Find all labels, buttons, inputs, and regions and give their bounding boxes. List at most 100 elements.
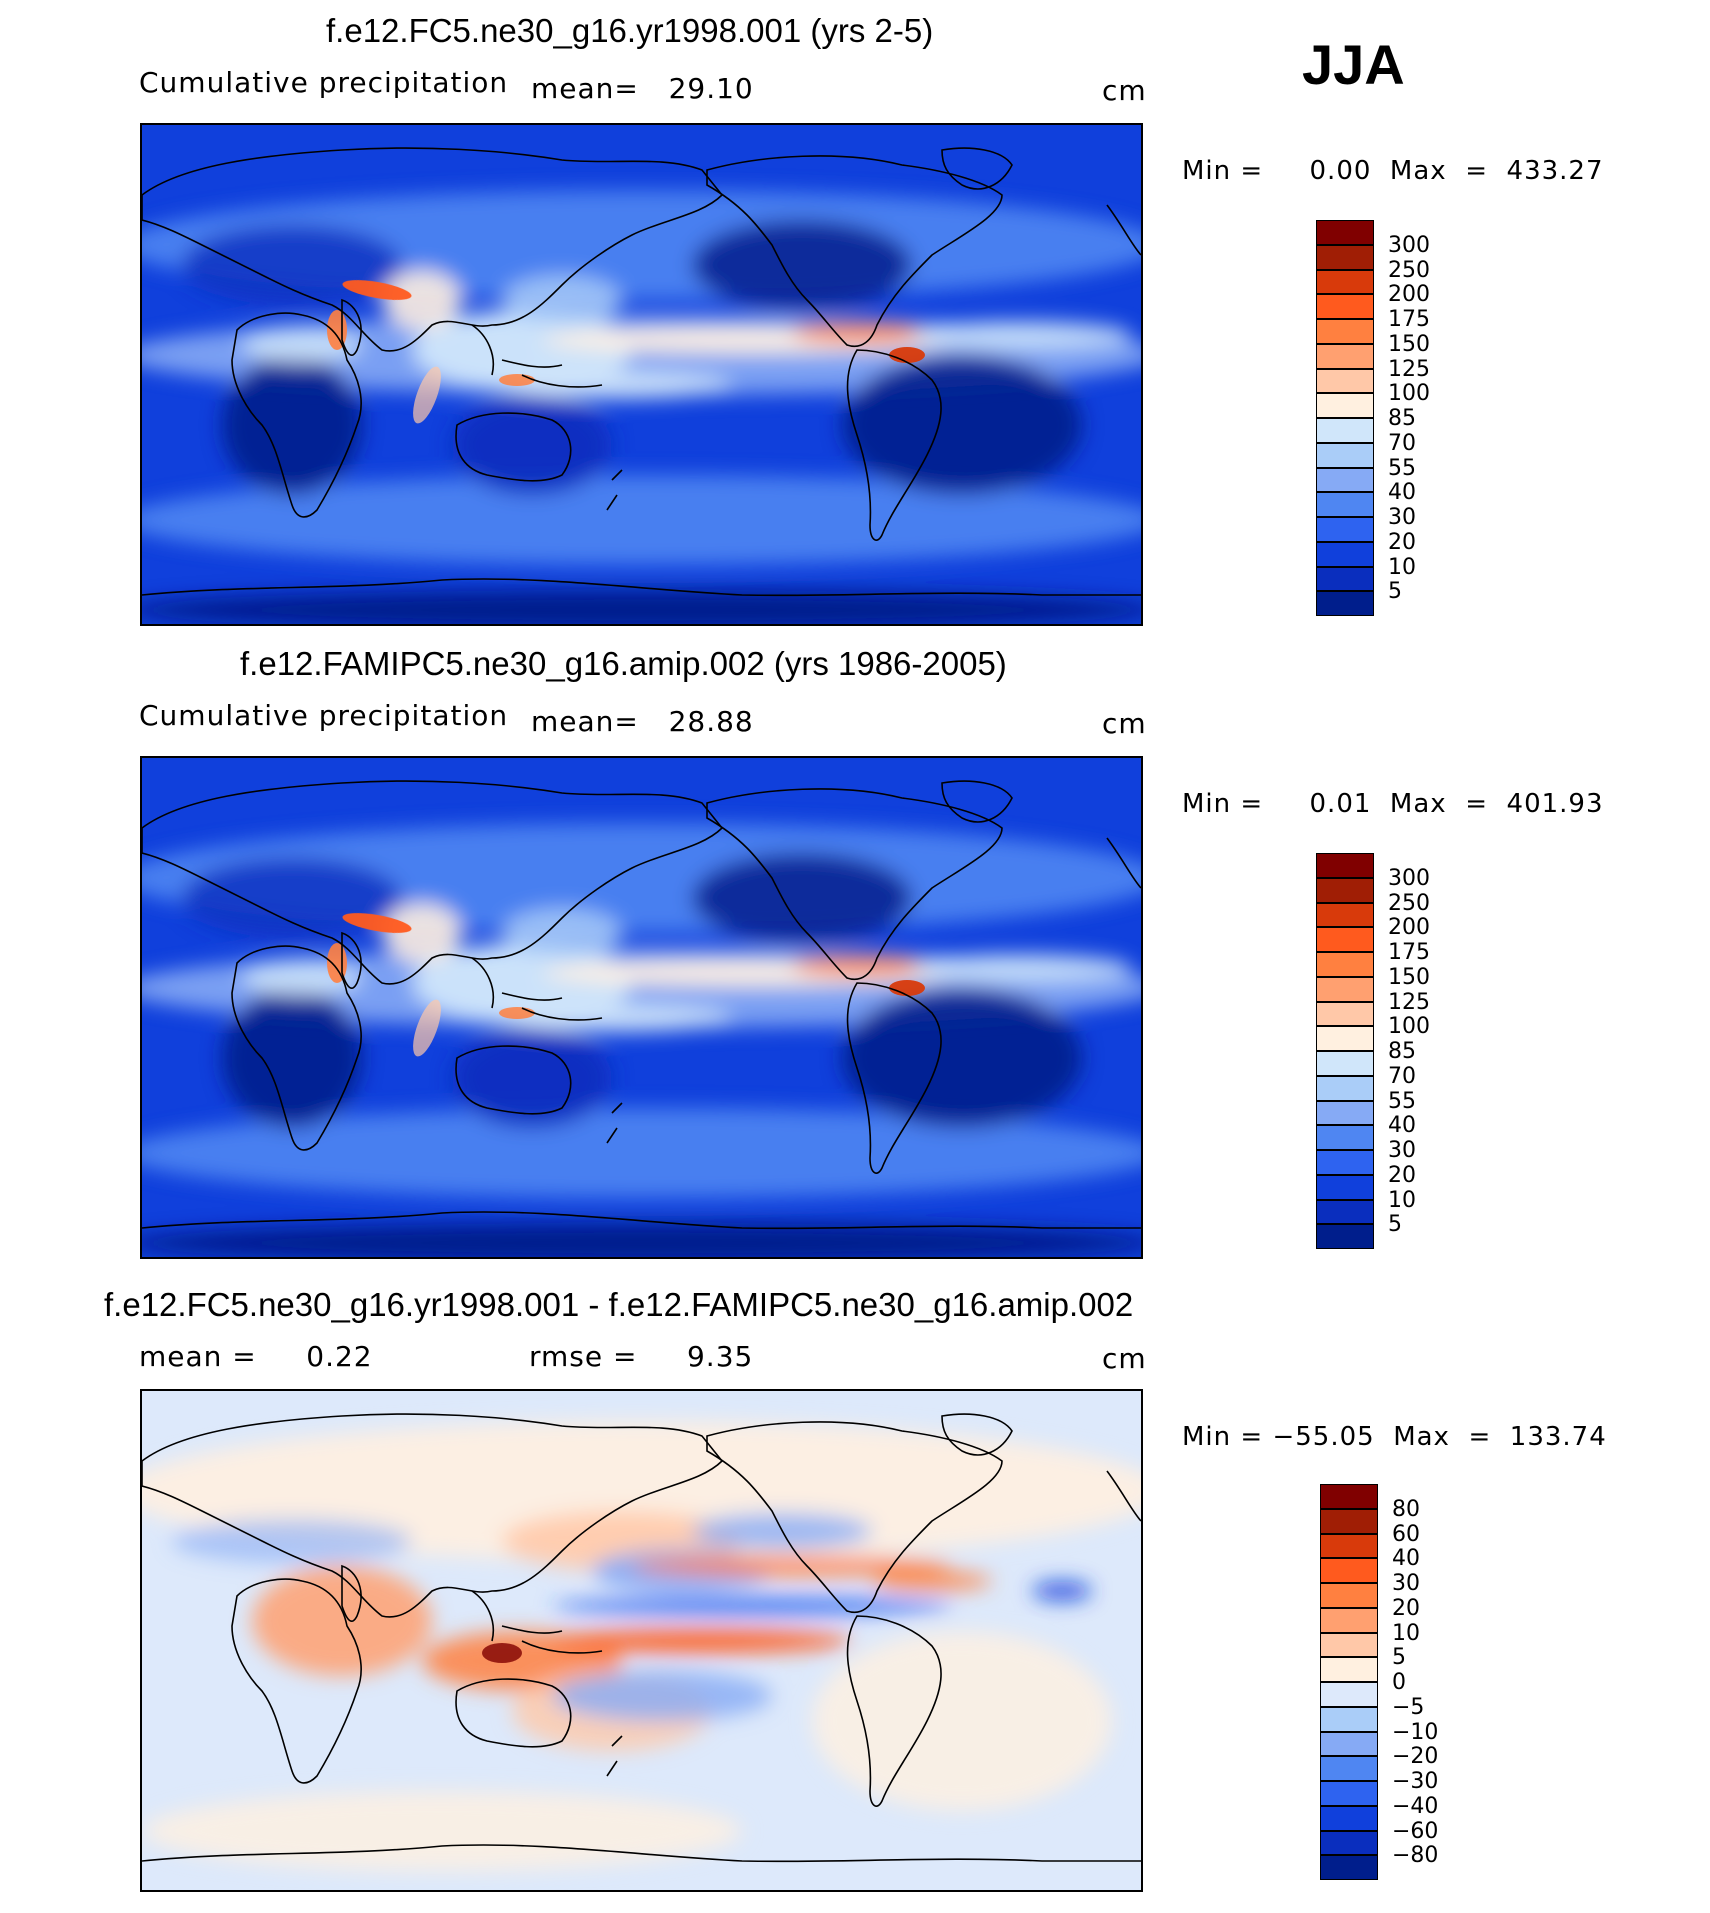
colorbar-swatch (1320, 1781, 1378, 1806)
colorbar-tick-label: 125 (1388, 356, 1430, 382)
colorbar-swatch (1316, 393, 1374, 418)
colorbar-tick-label: 5 (1388, 1212, 1402, 1238)
colorbar-tick-label: 200 (1388, 282, 1430, 308)
colorbar-swatch (1316, 902, 1374, 928)
coastline (846, 349, 942, 541)
colorbar-swatch (1316, 467, 1374, 493)
colorbar-swatch (1316, 1051, 1374, 1076)
coastline (455, 1678, 572, 1748)
colorbar-swatch (1320, 1632, 1378, 1658)
colorbar-swatch (1316, 976, 1374, 1002)
colorbar-tick-label: 300 (1388, 232, 1430, 258)
colorbar-swatch (1316, 368, 1374, 394)
colorbar-tick-label: 30 (1388, 505, 1416, 530)
panel-3-units: cm (1102, 1342, 1147, 1375)
panel-2-colorbar: 300 250 200 175 150 125 100 85 70 55 40 30 20 10 5 (1316, 853, 1430, 1249)
panel-1-variable-label: Cumulative precipitation (139, 66, 509, 99)
colorbar-swatch (1316, 853, 1374, 878)
colorbar-swatch (1320, 1855, 1378, 1880)
colorbar-tick-label: 100 (1388, 1014, 1430, 1040)
coastline (1106, 1470, 1141, 1522)
coastline (706, 788, 1003, 980)
colorbar-tick-label: −80 (1392, 1843, 1439, 1869)
colorbar-tick-label: 250 (1388, 257, 1430, 283)
season-label: JJA (1302, 33, 1405, 96)
colorbar-swatch (1316, 1125, 1374, 1150)
coastline (142, 1211, 1141, 1230)
coastline (706, 1421, 1003, 1613)
coastline (606, 1735, 623, 1777)
panel-2-minmax: Min = 0.01 Max = 401.93 (1182, 789, 1604, 819)
panel-3-minmax: Min = −55.05 Max = 133.74 (1182, 1422, 1607, 1452)
colorbar-tick-label: 250 (1388, 890, 1430, 916)
colorbar-swatch (1320, 1830, 1378, 1856)
colorbar-tick-label: 85 (1388, 406, 1416, 431)
colorbar-swatch (1320, 1805, 1378, 1831)
coastline (231, 945, 362, 1151)
panel-1-minmax: Min = 0.00 Max = 433.27 (1182, 156, 1604, 186)
colorbar-tick-label: 150 (1388, 331, 1430, 357)
coastline (341, 1564, 362, 1622)
colorbar-swatch (1320, 1657, 1378, 1682)
panel-1-title: f.e12.FC5.ne30_g16.yr1998.001 (yrs 2-5) (326, 12, 934, 49)
coastline (941, 1413, 1013, 1456)
colorbar-tick-label: −20 (1392, 1744, 1439, 1770)
panel-3-mean: mean = 0.22 (139, 1340, 373, 1373)
colorbar-tick-label: 300 (1388, 865, 1430, 891)
colorbar-swatch (1320, 1731, 1378, 1757)
colorbar-swatch (1320, 1508, 1378, 1534)
coastline (941, 147, 1013, 190)
colorbar-swatch (1316, 269, 1374, 295)
panel-3-rmse: rmse = 9.35 (529, 1340, 754, 1373)
colorbar-tick-label: 5 (1388, 579, 1402, 605)
colorbar-tick-label: 100 (1388, 381, 1430, 407)
colorbar-swatch (1316, 294, 1374, 319)
colorbar-tick-label: 200 (1388, 915, 1430, 941)
colorbar-tick-label: 80 (1392, 1496, 1420, 1522)
coastline (142, 578, 1141, 597)
coastline (142, 1844, 1141, 1863)
coastline (846, 1615, 942, 1807)
colorbar-tick-label: 20 (1388, 529, 1416, 555)
panel-2-title: f.e12.FAMIPC5.ne30_g16.amip.002 (yrs 198… (240, 645, 1007, 682)
colorbar-tick-label: 150 (1388, 964, 1430, 990)
colorbar-tick-label: 40 (1388, 480, 1416, 506)
colorbar-swatch (1316, 492, 1374, 517)
colorbar-swatch (1316, 442, 1374, 468)
coastline (846, 982, 942, 1174)
colorbar-swatch (1316, 244, 1374, 270)
colorbar-tick-label: 10 (1392, 1620, 1420, 1646)
panel-3-map (140, 1389, 1143, 1892)
colorbar-swatch (1320, 1706, 1378, 1732)
panel-1-map (140, 123, 1143, 626)
colorbar-tick-label: 175 (1388, 307, 1430, 332)
colorbar-swatch (1316, 1026, 1374, 1051)
coastline (341, 931, 362, 989)
coastline (142, 147, 724, 352)
colorbar-tick-label: 175 (1388, 940, 1430, 965)
colorbar-tick-label: 70 (1388, 1063, 1416, 1089)
coastline (1106, 837, 1141, 889)
colorbar-tick-label: 85 (1388, 1039, 1416, 1064)
colorbar-tick-label: 55 (1388, 1088, 1416, 1114)
colorbar-tick-label: 70 (1388, 430, 1416, 456)
panel-3-colorbar: 80 60 40 30 20 10 5 0 −5 −10 −20 −30 −40 −60 −80 (1320, 1484, 1438, 1880)
colorbar-swatch (1320, 1484, 1378, 1509)
colorbar-tick-label: −60 (1392, 1818, 1439, 1844)
coastline (606, 1102, 623, 1144)
coastline (231, 312, 362, 518)
colorbar-tick-label: 20 (1392, 1595, 1420, 1621)
colorbar-swatch (1316, 1224, 1374, 1249)
colorbar-swatch (1316, 1150, 1374, 1175)
colorbar-swatch (1316, 1075, 1374, 1101)
coastline (471, 957, 603, 1021)
colorbar-swatch (1316, 220, 1374, 245)
colorbar-tick-label: 60 (1392, 1521, 1420, 1547)
coastline (606, 469, 623, 511)
colorbar-swatch (1316, 927, 1374, 952)
colorbar-tick-label: −40 (1392, 1793, 1439, 1819)
panel-2-mean: mean= 28.88 (531, 705, 754, 738)
colorbar-swatch (1316, 1100, 1374, 1126)
colorbar-swatch (1316, 517, 1374, 542)
colorbar-swatch (1316, 566, 1374, 592)
